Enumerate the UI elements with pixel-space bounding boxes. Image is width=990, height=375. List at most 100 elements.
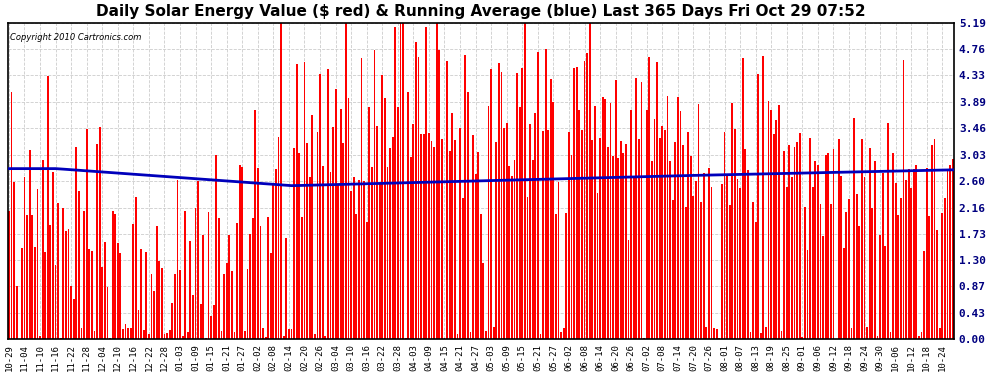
Bar bbox=[641, 82, 643, 339]
Bar bbox=[631, 110, 632, 339]
Bar bbox=[448, 151, 450, 339]
Bar bbox=[879, 235, 881, 339]
Bar bbox=[929, 216, 931, 339]
Bar bbox=[45, 252, 47, 339]
Bar bbox=[656, 62, 658, 339]
Bar bbox=[511, 176, 513, 339]
Bar bbox=[231, 271, 233, 339]
Bar bbox=[373, 50, 375, 339]
Bar bbox=[451, 113, 453, 339]
Bar bbox=[366, 222, 367, 339]
Bar bbox=[767, 101, 769, 339]
Bar bbox=[94, 331, 95, 339]
Bar bbox=[760, 333, 761, 339]
Bar bbox=[721, 184, 723, 339]
Bar bbox=[778, 105, 780, 339]
Bar bbox=[37, 189, 39, 339]
Bar bbox=[653, 119, 655, 339]
Bar bbox=[746, 170, 748, 339]
Bar bbox=[467, 92, 468, 339]
Bar bbox=[565, 213, 567, 339]
Bar bbox=[692, 196, 694, 339]
Bar bbox=[547, 130, 549, 339]
Bar bbox=[195, 208, 196, 339]
Bar bbox=[474, 174, 476, 339]
Bar bbox=[918, 336, 920, 339]
Bar bbox=[921, 332, 923, 339]
Bar bbox=[503, 128, 505, 339]
Bar bbox=[65, 231, 67, 339]
Bar bbox=[257, 168, 258, 339]
Bar bbox=[599, 138, 601, 339]
Bar bbox=[347, 98, 349, 339]
Bar bbox=[26, 215, 28, 339]
Bar bbox=[804, 207, 806, 339]
Bar bbox=[719, 338, 721, 339]
Bar bbox=[407, 92, 409, 339]
Bar bbox=[312, 115, 313, 339]
Bar bbox=[679, 111, 681, 339]
Bar bbox=[887, 123, 889, 339]
Bar bbox=[926, 168, 928, 339]
Bar bbox=[88, 249, 90, 339]
Bar bbox=[633, 178, 635, 339]
Bar bbox=[644, 338, 645, 339]
Bar bbox=[73, 299, 74, 339]
Bar bbox=[578, 110, 580, 339]
Bar bbox=[405, 338, 407, 339]
Bar bbox=[249, 234, 250, 339]
Bar bbox=[563, 328, 564, 339]
Bar bbox=[855, 195, 857, 339]
Bar bbox=[939, 328, 940, 339]
Bar bbox=[690, 156, 692, 339]
Bar bbox=[184, 211, 186, 339]
Bar bbox=[791, 177, 793, 339]
Bar bbox=[874, 162, 876, 339]
Bar bbox=[742, 58, 743, 339]
Bar bbox=[148, 334, 149, 339]
Bar bbox=[560, 332, 562, 339]
Bar bbox=[752, 202, 754, 339]
Bar bbox=[591, 140, 593, 339]
Bar bbox=[648, 57, 650, 339]
Bar bbox=[770, 110, 772, 339]
Bar bbox=[724, 132, 726, 339]
Bar bbox=[444, 338, 446, 339]
Bar bbox=[187, 332, 189, 339]
Bar bbox=[397, 106, 399, 339]
Bar bbox=[109, 338, 111, 339]
Bar bbox=[251, 217, 253, 339]
Bar bbox=[555, 214, 557, 339]
Bar bbox=[573, 68, 575, 339]
Bar bbox=[744, 149, 746, 339]
Bar bbox=[472, 135, 474, 339]
Bar bbox=[664, 130, 666, 339]
Bar bbox=[773, 134, 775, 339]
Bar bbox=[244, 330, 246, 339]
Bar bbox=[946, 170, 948, 339]
Bar bbox=[910, 188, 912, 339]
Bar bbox=[848, 199, 849, 339]
Bar bbox=[897, 215, 899, 339]
Bar bbox=[254, 110, 256, 339]
Bar bbox=[104, 242, 106, 339]
Bar bbox=[781, 331, 782, 339]
Bar bbox=[420, 134, 422, 339]
Bar bbox=[80, 328, 82, 339]
Bar bbox=[384, 98, 386, 339]
Bar bbox=[280, 23, 282, 339]
Bar bbox=[242, 167, 244, 339]
Bar bbox=[428, 134, 430, 339]
Bar bbox=[426, 27, 428, 339]
Bar bbox=[687, 132, 689, 339]
Bar bbox=[620, 141, 622, 339]
Bar bbox=[900, 198, 902, 339]
Bar bbox=[75, 147, 77, 339]
Bar bbox=[327, 69, 329, 339]
Bar bbox=[820, 204, 822, 339]
Bar bbox=[332, 127, 334, 339]
Bar bbox=[304, 62, 305, 339]
Bar bbox=[461, 198, 463, 339]
Bar bbox=[216, 155, 217, 339]
Bar bbox=[101, 267, 103, 339]
